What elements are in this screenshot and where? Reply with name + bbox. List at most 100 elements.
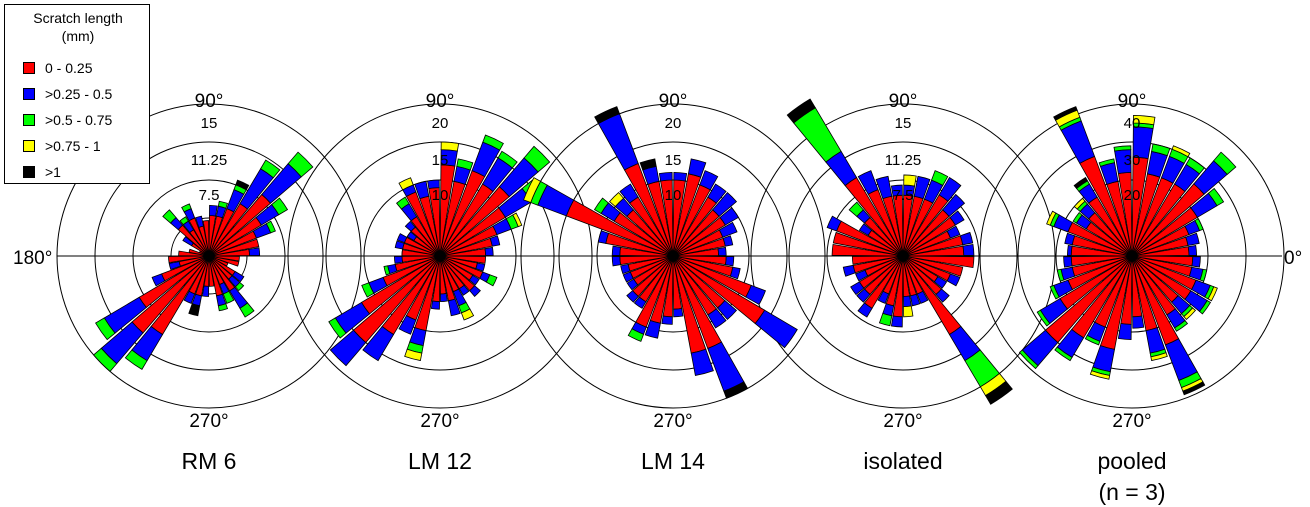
chart5-bar-215-seg3	[1036, 309, 1051, 327]
chart5-bar-245-seg3	[1084, 334, 1101, 346]
chart1-bar-265-seg2	[201, 285, 210, 297]
chart1-bar-5-seg2	[248, 247, 261, 256]
chart2-ring-label-2: 15	[432, 152, 449, 169]
chart2-bar-65-seg3	[482, 134, 504, 151]
chart2-bar-285-seg2	[447, 298, 461, 317]
chart4-bar-175-seg1	[831, 243, 904, 257]
chart5-bar-155-seg4	[1046, 210, 1057, 226]
chart4-bar-215-seg2	[850, 281, 865, 296]
chart2-bar-5-seg2	[484, 246, 494, 256]
legend-swatch	[23, 62, 35, 74]
chart5-bar-235-seg3	[1054, 346, 1073, 362]
legend-title-unit: (mm)	[61, 28, 95, 44]
chart3-bar-125-seg2	[619, 183, 639, 204]
chart3-ring-label-2: 15	[665, 152, 682, 169]
chart5-axis-label-90: 90°	[1118, 91, 1147, 112]
chart1-bar-195-seg2	[168, 261, 181, 270]
chart2-bar-125-seg3	[396, 196, 410, 210]
chart4-bar-195-seg2	[842, 264, 856, 277]
legend-label: >0.25 - 0.5	[45, 86, 113, 102]
chart3-bar-135-seg4	[608, 191, 625, 208]
legend-label: >0.5 - 0.75	[45, 112, 113, 128]
chart3-bar-155-seg4	[523, 177, 542, 204]
chart5-bar-315-seg4	[1183, 307, 1197, 321]
chart5-ring-label-3: 20	[1124, 187, 1141, 204]
chart1-bar-245-seg2	[183, 290, 196, 304]
chart5-bar-345-seg3	[1199, 268, 1208, 282]
chart3-bar-105-seg5	[639, 158, 657, 171]
chart5-bar-135-seg4	[1073, 197, 1086, 210]
chart3-bar-15-seg2	[722, 235, 734, 247]
chart3-bar-255-seg2	[644, 320, 661, 339]
chart3-bar-335-seg2	[745, 284, 766, 306]
chart1-bar-125-seg3	[179, 216, 189, 226]
chart3-bar-85-seg2	[673, 171, 688, 182]
chart3-bar-175-seg2	[611, 245, 621, 256]
chart2-bar-105-seg2	[414, 180, 430, 200]
chart5-bar-15-seg2	[1185, 232, 1200, 246]
chart2-bar-145-seg2	[406, 231, 418, 242]
chart5-bar-285-seg4	[1150, 352, 1168, 362]
chart4-ring-label-2: 11.25	[885, 152, 921, 169]
chart2-bar-95-seg2	[427, 179, 440, 189]
chart1-bar-65-seg5	[235, 179, 250, 191]
chart4-bar-165-seg1	[832, 231, 904, 257]
chart2-axis-label-270: 270°	[420, 411, 459, 432]
chart2-bar-195-seg3	[383, 265, 391, 276]
chart4-bar-265-seg2	[890, 315, 903, 328]
chart5-bar-25-seg3	[1194, 218, 1204, 232]
chart5-bar-335-seg4	[1207, 286, 1218, 302]
chart1-bar-235-seg3	[124, 349, 148, 370]
chart3-bar-145-seg3	[593, 197, 609, 214]
chart3-ring-label-3: 10	[665, 187, 682, 204]
chart5-bar-275-seg2	[1132, 315, 1145, 329]
chart2-bar-45-seg3	[523, 145, 551, 173]
chart2-bar-25-seg4	[512, 212, 523, 228]
legend-label: 0 - 0.25	[45, 60, 93, 76]
chart2-title: LM 12	[408, 448, 472, 474]
chart5-bar-145-seg3	[1072, 212, 1083, 224]
chart4-bar-105-seg2	[875, 175, 893, 200]
chart1-ring-label-1: 15	[201, 115, 218, 132]
chart1-ring-label-2: 11.25	[191, 152, 227, 169]
chart2-bar-205-seg3	[361, 282, 375, 298]
chart5-ring-label-1: 40	[1124, 115, 1141, 132]
chart5-bar-75-seg3	[1151, 143, 1171, 157]
chart5-bar-195-seg3	[1056, 268, 1065, 282]
chart1-bar-325-seg2	[231, 270, 245, 283]
chart2-bar-245-seg2	[398, 315, 417, 335]
chart2-bar-185-seg2	[393, 255, 403, 264]
chart1-axis-label-270: 270°	[189, 411, 228, 432]
chart2-bar-335-seg3	[485, 274, 498, 287]
chart3-bar-325-seg2	[754, 309, 798, 349]
chart2-bar-135-seg2	[404, 220, 416, 232]
chart3-bar-265-seg2	[661, 315, 673, 325]
chart4-bar-145-seg2	[858, 223, 873, 236]
chart3-bar-25-seg2	[718, 221, 738, 238]
chart3-ring-label-1: 20	[665, 115, 682, 132]
chart2-bar-295-seg4	[460, 308, 475, 321]
chart4-bar-225-seg2	[856, 288, 871, 303]
chart1-bar-115-seg3	[181, 203, 192, 213]
chart4-bar-235-seg2	[857, 302, 873, 318]
chart3-bar-315-seg2	[716, 299, 738, 321]
chart1-bar-55-seg3	[260, 159, 281, 179]
chart3-bar-245-seg3	[627, 328, 645, 342]
chart3-bar-215-seg2	[626, 278, 639, 291]
chart4-bar-35-seg2	[949, 210, 965, 226]
chart3-bar-75-seg2	[687, 158, 707, 178]
chart2-bar-325-seg2	[468, 274, 480, 286]
chart4-title: isolated	[863, 448, 942, 474]
chart2-bar-255-seg4	[404, 348, 423, 362]
chart2-bar-15-seg2	[489, 235, 501, 247]
chart4-bar-5-seg2	[962, 243, 975, 256]
chart1-bar-45-seg3	[287, 151, 314, 178]
chart1-bar-315-seg3	[234, 281, 245, 292]
chart1-ring-label-3: 7.5	[199, 187, 220, 204]
chart5-bar-35-seg3	[1207, 187, 1225, 207]
chart3-bar-225-seg2	[626, 290, 639, 303]
chart1-bar-345-seg1	[208, 255, 240, 267]
chart2-bar-235-seg2	[362, 325, 395, 362]
chart4-bar-135-seg3	[848, 201, 864, 217]
chart5-bar-115-seg5	[1053, 106, 1078, 121]
